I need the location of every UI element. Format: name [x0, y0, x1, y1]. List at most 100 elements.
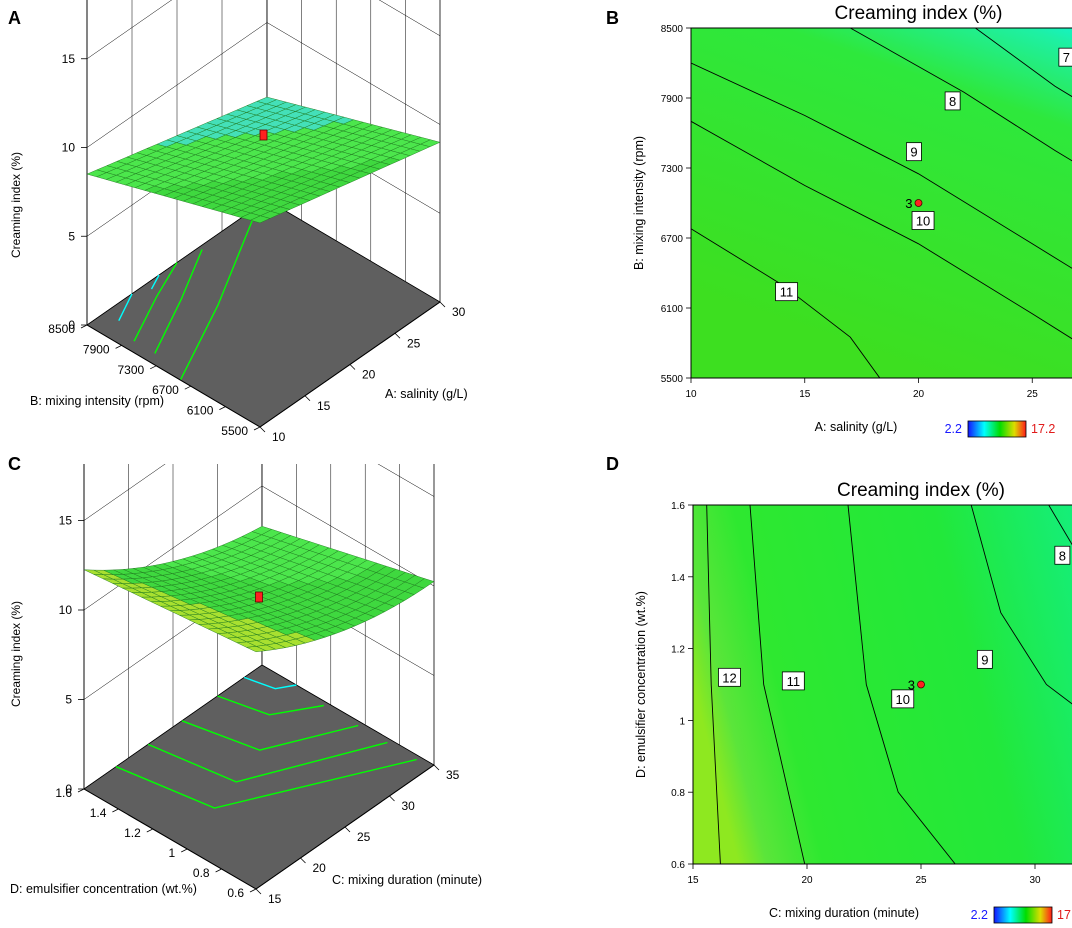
- y-tick: [181, 848, 188, 853]
- y-tick: [146, 828, 153, 833]
- x-tick-label: 15: [268, 892, 282, 906]
- surface-cell: [256, 96, 278, 105]
- floor-contour-line: [154, 249, 203, 354]
- contour-label: 8: [1059, 548, 1066, 563]
- x-tick-label: 20: [313, 861, 327, 875]
- legend-min-label: 2.2: [945, 422, 962, 436]
- z-tick-label: 15: [59, 514, 73, 528]
- z-tick-label: 10: [62, 141, 76, 155]
- panel-letter-d: D: [606, 454, 619, 474]
- y-tick-label: 0.8: [193, 866, 210, 880]
- contour-label: 10: [916, 214, 930, 229]
- contour-plot-d: 89101112315202530350.60.811.21.41.6Cream…: [634, 480, 1072, 924]
- x-axis-label: A: salinity (g/L): [385, 387, 468, 401]
- x-tick-label: 20: [913, 389, 925, 400]
- y-tick: [80, 324, 88, 329]
- floor-contour-line: [150, 274, 160, 290]
- x-tick: [439, 301, 446, 308]
- y-tick-label: 1: [169, 846, 176, 860]
- panel-letter-c: C: [8, 454, 21, 474]
- x-tick-label: 30: [402, 799, 416, 813]
- y-tick: [115, 345, 122, 349]
- contour-line: [850, 28, 1072, 162]
- floor-contour-line: [243, 676, 297, 690]
- z-axis-label: Creaming index (%): [9, 601, 23, 707]
- y-tick-label: 5500: [661, 374, 684, 385]
- y-tick-label: 6700: [152, 383, 179, 397]
- contour-label: 11: [787, 674, 801, 689]
- floor-contour-line: [217, 695, 324, 716]
- x-tick-label: 25: [357, 830, 371, 844]
- floor-contour-line: [133, 262, 178, 342]
- wall-grid-line: [86, 0, 441, 60]
- contour-label-box: [906, 142, 922, 162]
- contour-line: [847, 505, 956, 864]
- x-tick-label: 15: [799, 389, 811, 400]
- chart-title: Creaming index (%): [837, 480, 1005, 501]
- z-tick-label: 0: [68, 318, 75, 332]
- surface-cell: [251, 526, 273, 535]
- contour-label-box: [718, 667, 741, 687]
- z-tick-label: 10: [59, 603, 73, 617]
- design-point-marker: [255, 591, 263, 603]
- contour-label-box: [1054, 545, 1071, 565]
- panel-letter-b: B: [606, 8, 619, 28]
- z-tick-label: 5: [65, 693, 72, 707]
- y-tick-label: 1.4: [90, 806, 107, 820]
- wall-grid-line: [86, 22, 441, 148]
- y-tick-label: 5500: [221, 424, 248, 438]
- contour-label: 7: [1063, 50, 1070, 65]
- x-tick-label: 25: [1027, 389, 1039, 400]
- contour-label-box: [1058, 47, 1072, 67]
- contour-line: [970, 505, 1072, 705]
- contour-line: [706, 505, 721, 864]
- x-tick-label: 15: [687, 875, 699, 886]
- legend-max-label: 17.2: [1031, 422, 1055, 436]
- y-axis-line: [83, 788, 257, 890]
- contour-label: 8: [949, 94, 956, 109]
- x-tick-label: 15: [317, 399, 331, 413]
- contour-lines-group: [706, 505, 1072, 864]
- y-tick-label: 7900: [661, 94, 684, 105]
- x-tick: [394, 332, 401, 339]
- x-tick: [349, 364, 356, 370]
- center-point: [917, 680, 925, 689]
- center-point-count: 3: [905, 196, 912, 211]
- x-tick: [300, 857, 306, 864]
- contour-line: [749, 505, 806, 864]
- floor-contour-line: [179, 206, 259, 381]
- design-point-marker: [259, 129, 268, 141]
- x-tick-label: 10: [272, 430, 286, 444]
- y-tick: [253, 426, 261, 431]
- floor-contour-line: [118, 293, 133, 322]
- x-tick-label: 35: [446, 768, 460, 782]
- y-tick: [150, 365, 157, 370]
- y-tick-label: 6700: [661, 234, 684, 245]
- x-axis-label: C: mixing duration (minute): [332, 873, 482, 887]
- contour-plot-b: 6789101131015202530550061006700730079008…: [632, 3, 1072, 438]
- contour-label-box: [944, 91, 961, 111]
- y-tick: [219, 406, 226, 410]
- y-tick-label: 1.2: [124, 826, 141, 840]
- floor-contour-line: [115, 758, 417, 809]
- y-tick-label: 8500: [48, 322, 75, 336]
- y-tick: [215, 868, 222, 873]
- center-point-count: 3: [908, 678, 915, 693]
- y-tick-label: 1.2: [671, 645, 685, 656]
- x-tick-label: 25: [915, 875, 927, 886]
- y-tick: [249, 888, 257, 893]
- floor-contour-line: [181, 720, 359, 751]
- legend-colorbar: [993, 906, 1053, 924]
- contour-label: 11: [780, 285, 794, 300]
- contour-label-box: [775, 282, 798, 302]
- y-tick-label: 0.6: [227, 886, 244, 900]
- x-tick-label: 30: [1029, 875, 1041, 886]
- y-tick-label: 7300: [661, 164, 684, 175]
- x-tick-label: 25: [407, 336, 421, 350]
- y-tick: [184, 385, 191, 390]
- contour-label: 10: [896, 692, 910, 707]
- contour-fill: [693, 505, 1072, 864]
- surface-plot-c: 05101520Creaming index (%)15202530350.60…: [9, 464, 482, 906]
- y-tick-label: 0.8: [671, 788, 685, 799]
- y-axis-label: D: emulsifier concentration (wt.%): [10, 882, 197, 896]
